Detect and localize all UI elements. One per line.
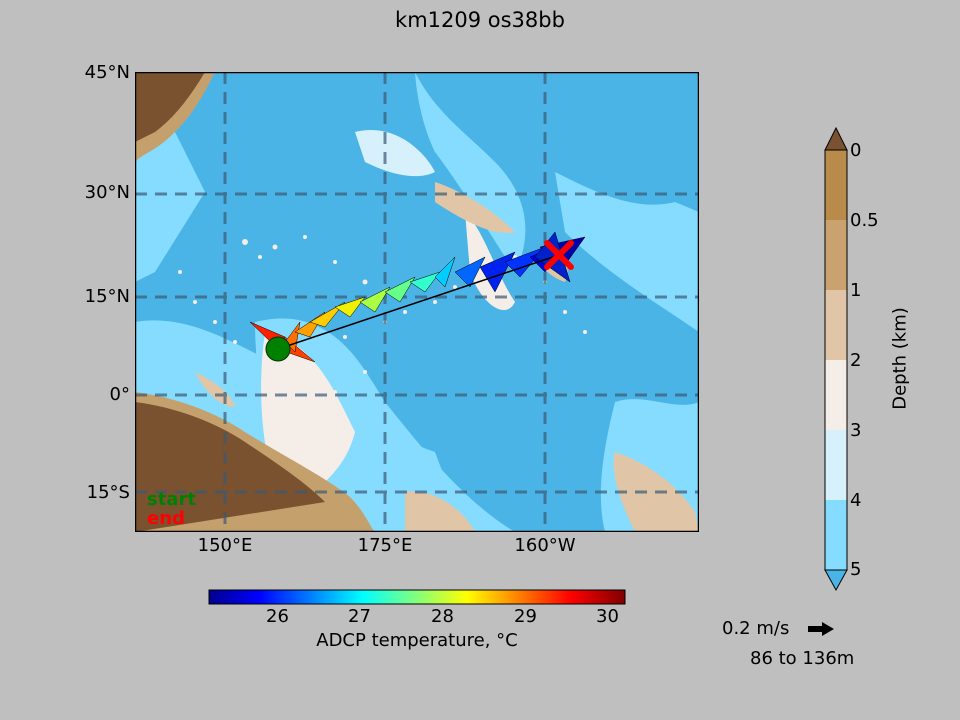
temperature-colorbar-label: ADCP temperature, °C [316, 630, 518, 651]
depth-tick-0: 0 [850, 140, 862, 161]
depth-tick-5: 5 [850, 559, 862, 580]
lon-tick-160w: 160°W [514, 535, 576, 556]
depth-tick-3: 3 [850, 420, 862, 441]
lon-tick-150e: 150°E [197, 535, 253, 556]
temp-tick-30: 30 [596, 606, 619, 627]
depth-colorbar-label: Depth (km) [889, 307, 911, 410]
depth-tick-0-5: 0.5 [850, 210, 879, 231]
lat-tick-15n: 15°N [84, 286, 130, 307]
map-frame [135, 72, 699, 532]
end-marker [544, 240, 574, 270]
temp-tick-27: 27 [348, 606, 371, 627]
temperature-colorbar [208, 589, 626, 605]
temp-tick-29: 29 [514, 606, 537, 627]
depth-tick-1: 1 [850, 280, 862, 301]
temp-tick-26: 26 [266, 606, 289, 627]
lat-tick-15s: 15°S [86, 482, 130, 503]
speed-scale-arrow [808, 622, 834, 636]
depth-range-label: 86 to 136m [750, 648, 855, 669]
map-title: km1209 os38bb [395, 8, 565, 32]
depth-colorbar [824, 126, 848, 592]
speed-scale-label: 0.2 m/s [722, 618, 790, 639]
temp-tick-28: 28 [431, 606, 454, 627]
map-plot [135, 72, 699, 532]
cruise-track [277, 254, 560, 350]
start-marker [265, 336, 291, 362]
lat-tick-30n: 30°N [84, 182, 130, 203]
lon-tick-175e: 175°E [357, 535, 413, 556]
gridlines [135, 72, 699, 532]
lat-tick-45n: 45°N [84, 62, 130, 83]
depth-tick-2: 2 [850, 350, 862, 371]
depth-tick-4: 4 [850, 490, 862, 511]
end-label: end [147, 508, 185, 529]
start-label: start [147, 489, 196, 510]
lat-tick-0: 0° [109, 384, 130, 405]
landmasses [135, 72, 699, 532]
